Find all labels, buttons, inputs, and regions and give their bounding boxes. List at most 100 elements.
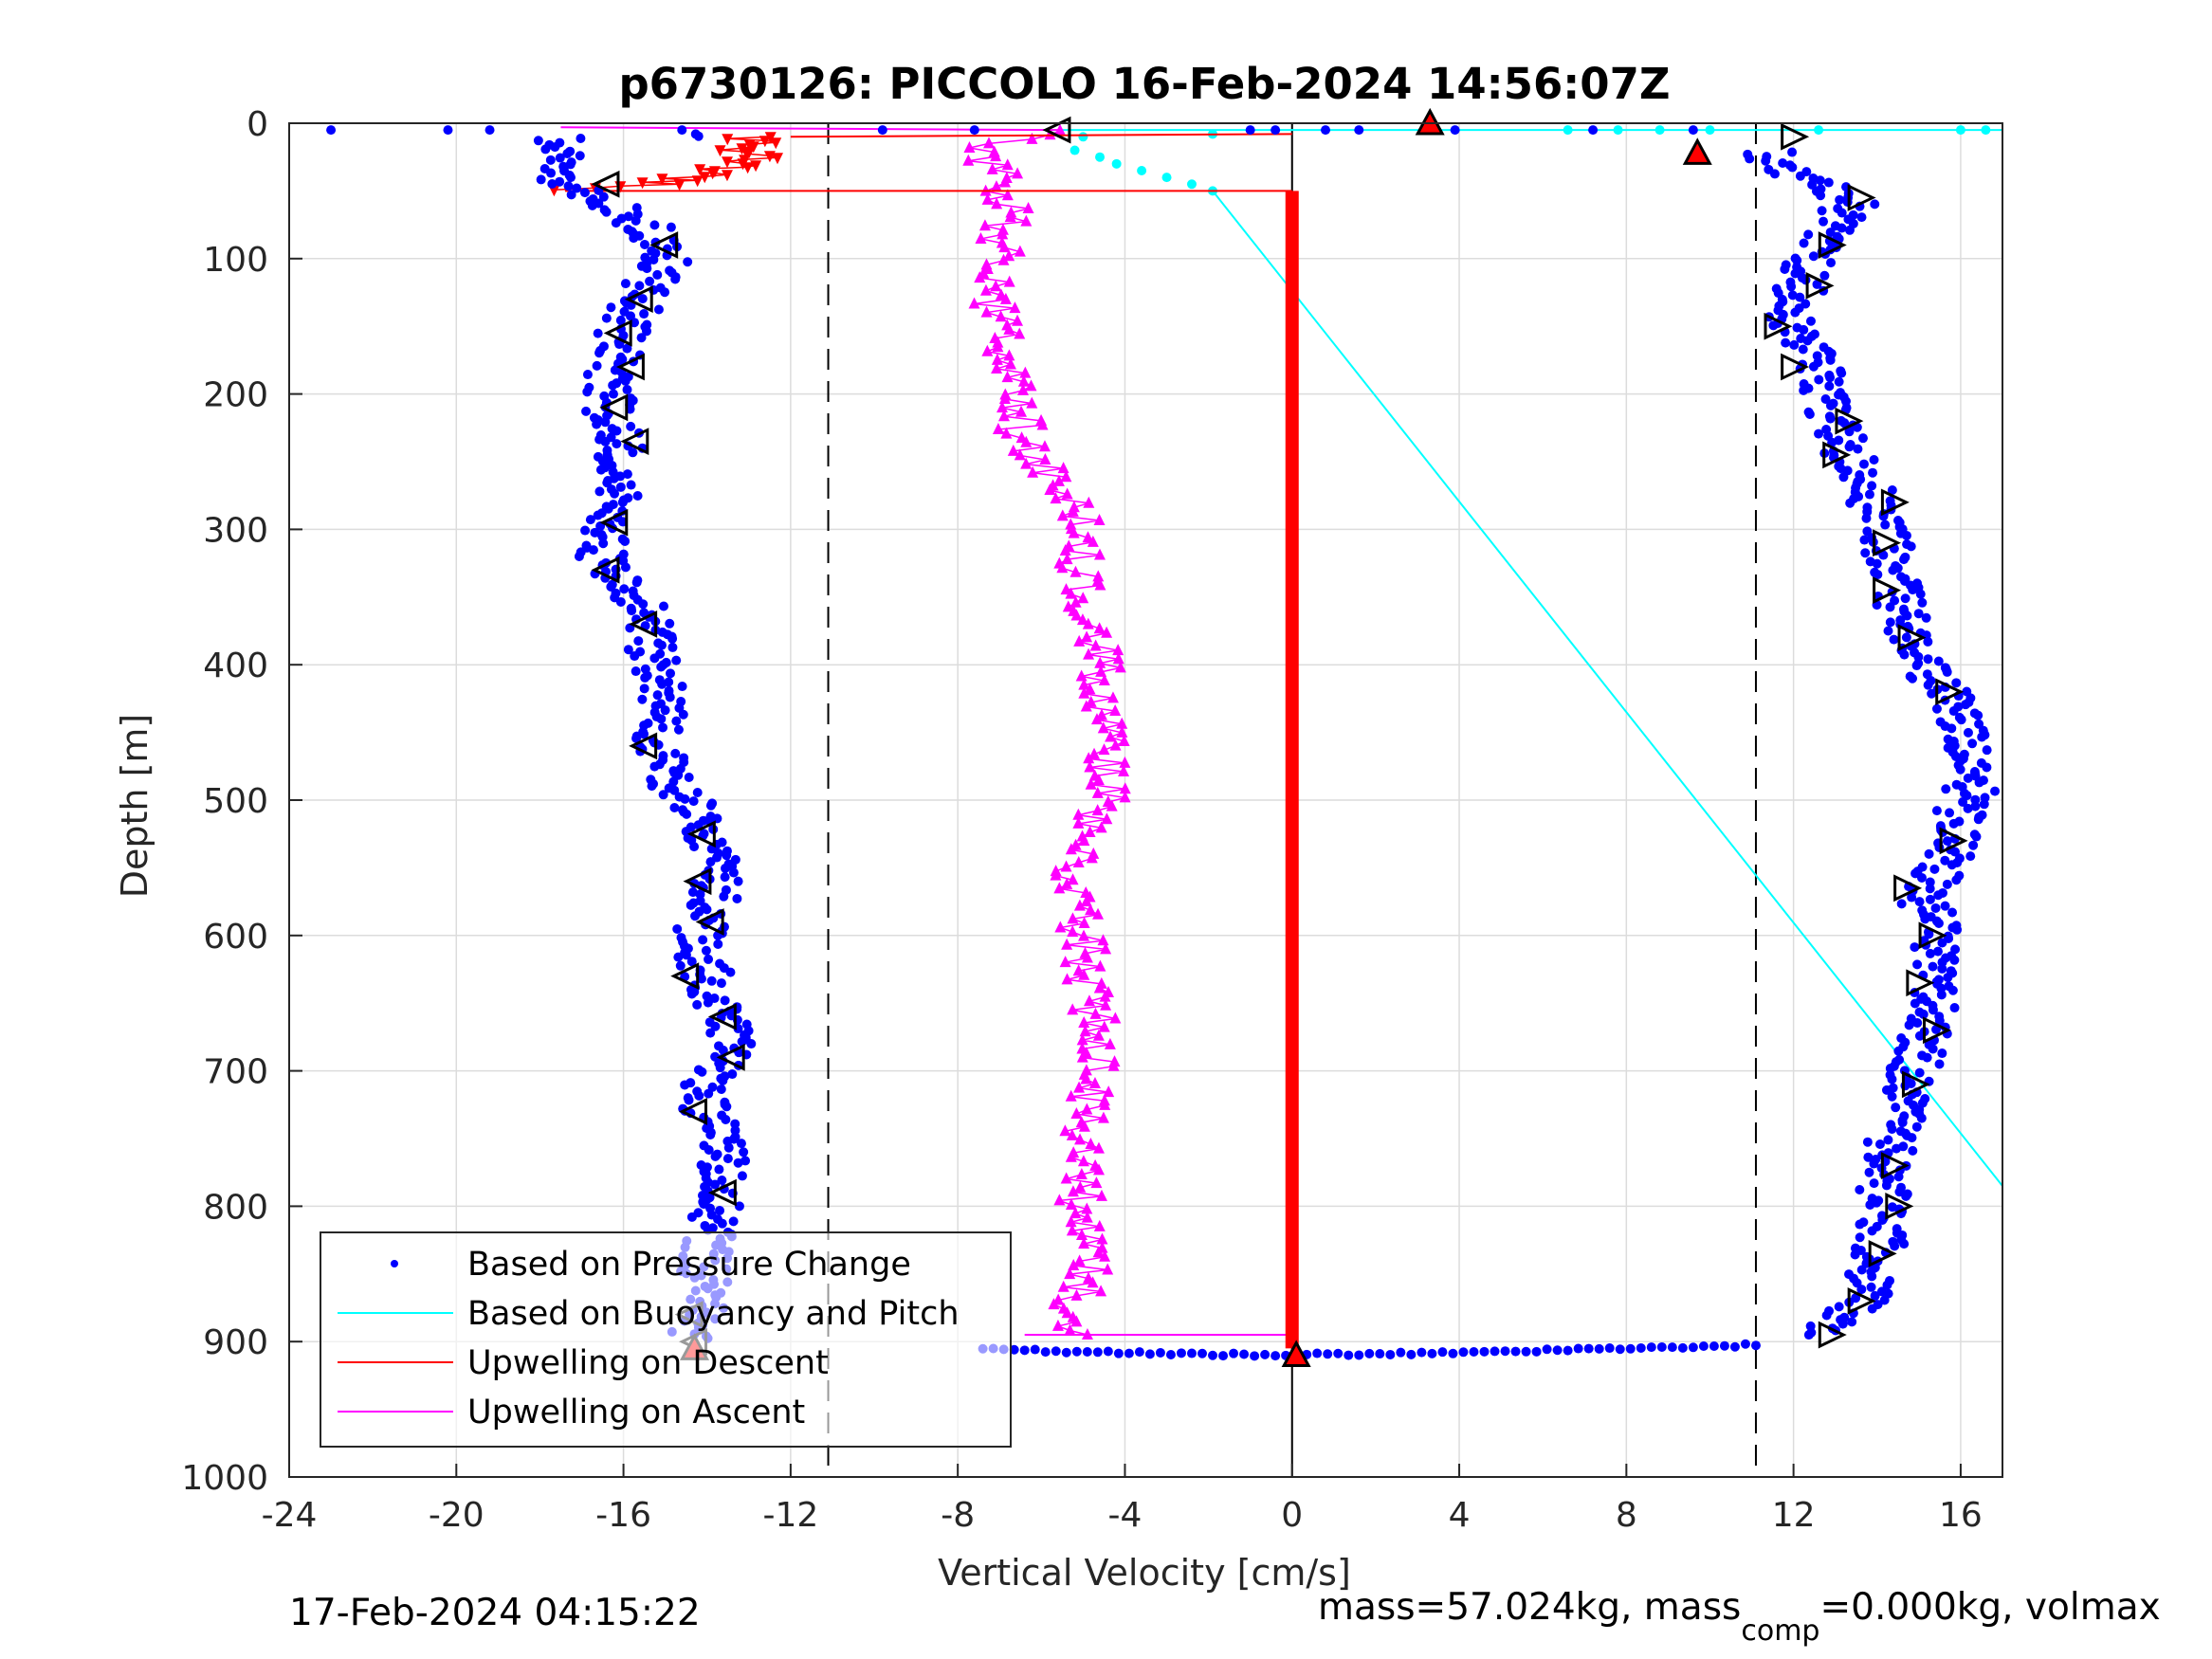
pressure-descent-point: [728, 1216, 739, 1227]
pressure-descent-point: [717, 1218, 727, 1229]
waypoint-right-triangle: [1893, 874, 1923, 902]
pressure-descent-point: [637, 294, 648, 304]
pressure-descent-point: [582, 387, 593, 397]
upwelling-ascent-marker: [1039, 453, 1051, 465]
pressure-ascent-point: [1812, 351, 1822, 361]
upwelling-ascent-marker: [1073, 1254, 1086, 1267]
pressure-ascent-point: [1940, 855, 1950, 866]
pressure-ascent-point: [1832, 231, 1842, 242]
pressure-bottom-point: [1396, 1347, 1406, 1358]
pressure-ascent-point: [1771, 283, 1782, 294]
pressure-ascent-point: [1787, 147, 1798, 157]
pressure-ascent-point: [1862, 502, 1873, 513]
upwelling-descent-marker: [706, 168, 719, 180]
upwelling-ascent-marker: [989, 332, 1001, 344]
pressure-ascent-point: [1908, 1145, 1918, 1156]
upwelling-ascent-marker: [1073, 1081, 1086, 1093]
pressure-ascent-point: [1887, 1091, 1897, 1102]
x-tick-label: -4: [1108, 1496, 1143, 1535]
waypoint-right-triangle: [1880, 488, 1910, 517]
upwelling-ascent-marker: [1014, 327, 1026, 339]
pressure-ascent-point: [1836, 415, 1846, 426]
upwelling-ascent-marker: [1068, 501, 1080, 513]
pressure-bottom-point: [1479, 1346, 1490, 1357]
buoyancy-point: [1613, 125, 1623, 136]
pressure-bottom-point: [1677, 1342, 1688, 1353]
pressure-descent-point: [598, 538, 609, 549]
buoyancy-point: [1161, 173, 1172, 183]
pressure-ascent-point: [1898, 1141, 1909, 1152]
upwelling-ascent-marker: [1073, 634, 1086, 647]
upwelling-ascent-marker: [1061, 553, 1073, 565]
upwelling-ascent-marker: [980, 258, 993, 270]
upwelling-descent-marker: [721, 170, 733, 182]
pressure-ascent-point: [1764, 164, 1774, 174]
upwelling-ascent-marker: [1078, 686, 1090, 699]
pressure-descent-point: [545, 155, 556, 165]
pressure-ascent-point: [1805, 316, 1816, 326]
upwelling-ascent-marker: [997, 410, 1010, 422]
pressure-bottom-point: [1437, 1347, 1448, 1358]
pressure-descent-point: [733, 1158, 743, 1168]
pressure-descent-point: [687, 887, 698, 898]
pressure-ascent-point: [1946, 966, 1956, 976]
pressure-descent-point: [631, 577, 642, 588]
pressure-ascent-point: [1969, 767, 1980, 777]
pressure-bottom-point: [1229, 1348, 1239, 1358]
pressure-bottom-point: [1364, 1348, 1375, 1358]
pressure-ascent-point: [1819, 270, 1830, 281]
waypoint-red-triangle: [1281, 1340, 1311, 1367]
pressure-ascent-point: [1937, 887, 1947, 898]
pressure-bottom-point: [1375, 1349, 1385, 1359]
waypoint-left-triangle: [629, 732, 658, 760]
upwelling-ascent-marker: [1069, 565, 1082, 577]
upwelling-ascent-marker: [1114, 661, 1126, 673]
pressure-ascent-point: [1894, 1054, 1905, 1065]
upwelling-descent-marker: [636, 177, 649, 190]
pressure-ascent-point: [1820, 394, 1831, 405]
pressure-descent-point: [642, 264, 652, 274]
upwelling-ascent-marker: [1005, 206, 1017, 218]
waypoint-left-triangle: [679, 1098, 708, 1125]
pressure-bottom-point: [1103, 1346, 1113, 1357]
upwelling-ascent-marker: [1076, 1042, 1088, 1054]
pressure-ascent-point: [1878, 550, 1889, 560]
y-tick-label: 800: [203, 1188, 268, 1227]
upwelling-ascent-marker: [1004, 357, 1016, 370]
x-tick-label: -16: [595, 1496, 651, 1535]
upwelling-ascent-marker: [1103, 986, 1115, 998]
pressure-descent-point: [565, 159, 576, 170]
x-tick-label: 8: [1616, 1496, 1637, 1535]
upwelling-ascent-marker: [1082, 531, 1094, 543]
pressure-ascent-point: [1824, 1305, 1835, 1316]
pressure-descent-point: [601, 207, 612, 217]
upwelling-ascent-marker: [1105, 730, 1117, 742]
pressure-ascent-point: [1869, 455, 1879, 465]
pressure-descent-point: [657, 679, 667, 689]
y-tick-label: 1000: [181, 1459, 268, 1498]
pressure-descent-point: [622, 385, 632, 395]
pressure-ascent-point: [1940, 663, 1950, 673]
x-tick-label: -20: [429, 1496, 484, 1535]
pressure-surface-point: [443, 125, 453, 136]
upwelling-ascent-marker: [1084, 683, 1096, 695]
pressure-descent-point: [623, 645, 633, 655]
upwelling-descent-marker: [772, 153, 784, 165]
pressure-bottom-point: [1092, 1347, 1103, 1358]
buoyancy-point: [1078, 132, 1088, 142]
upwelling-ascent-marker: [1076, 613, 1088, 626]
pressure-descent-point: [722, 850, 732, 861]
pressure-ascent-point: [1968, 840, 1979, 850]
pressure-ascent-point: [1865, 556, 1875, 567]
pressure-surface-point: [1688, 125, 1698, 136]
upwelling-ascent-marker: [1059, 1124, 1071, 1137]
pressure-bottom-point: [1344, 1350, 1354, 1360]
upwelling-ascent-marker: [1078, 916, 1090, 928]
waypoint-left-triangle: [649, 231, 679, 259]
y-tick-label: 900: [203, 1323, 268, 1362]
legend-label: Based on Buoyancy and Pitch: [467, 1295, 960, 1333]
waypoint-left-triangle: [686, 820, 716, 848]
pressure-ascent-point: [1905, 671, 1915, 682]
waypoint-left-triangle: [591, 556, 620, 584]
